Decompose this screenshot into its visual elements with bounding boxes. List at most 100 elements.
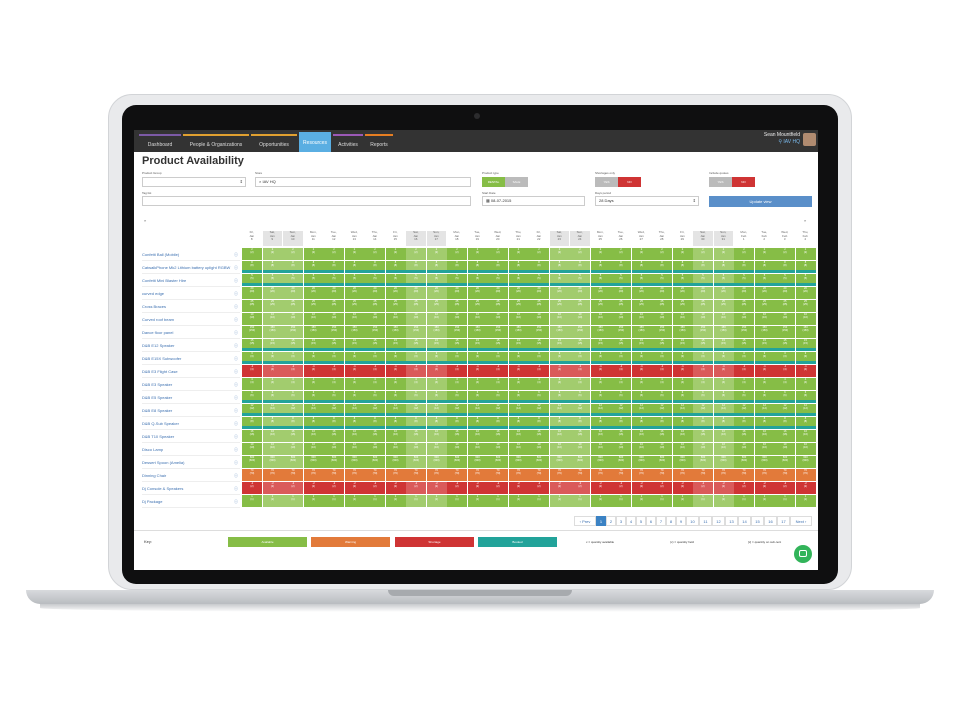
availability-cell[interactable]: 5 (5) [488,274,508,283]
availability-cell[interactable]: -2 (2) [262,482,283,494]
product-name-link[interactable]: Dj Package [142,495,240,508]
availability-cell[interactable]: 10 (10) [324,443,344,455]
availability-cell[interactable]: 8 (8) [693,261,713,270]
availability-cell[interactable]: 20 (20) [303,287,324,299]
shortages-yes-toggle[interactable]: YES [595,177,618,187]
availability-cell[interactable]: 2 (2) [590,248,611,260]
availability-cell[interactable]: 8 (8) [549,261,570,270]
availability-cell[interactable]: -2 (2) [611,482,631,494]
availability-cell[interactable]: 150 (150) [652,326,672,338]
availability-cell[interactable]: 70 (70) [262,469,283,481]
availability-cell[interactable]: 8 (8) [406,417,426,426]
availability-cell[interactable]: 6 (6) [283,391,303,400]
page-button[interactable]: 12 [712,516,725,526]
availability-cell[interactable]: 12 (12) [693,404,713,413]
availability-cell[interactable]: 12 (12) [447,404,467,413]
availability-cell[interactable]: 1 (1) [344,495,365,507]
availability-cell[interactable]: 10 (10) [775,313,795,325]
availability-cell[interactable]: 15 (15) [426,339,447,348]
availability-cell[interactable]: 8 (8) [467,417,488,426]
availability-cell[interactable]: 15 (15) [447,339,467,348]
availability-cell[interactable]: 5 (5) [795,274,816,283]
availability-cell[interactable]: 150 (150) [344,326,365,338]
product-name-link[interactable]: Disco Lamp [142,443,240,456]
availability-cell[interactable]: 5 (5) [365,274,385,283]
availability-cell[interactable]: 25 (25) [590,300,611,312]
availability-cell[interactable]: 8 (8) [693,417,713,426]
info-icon[interactable]: ⓘ [234,330,238,335]
availability-cell[interactable]: 150 (150) [529,326,549,338]
availability-cell[interactable]: 12 (12) [283,404,303,413]
availability-cell[interactable]: -1 (4) [713,365,734,377]
availability-cell[interactable]: 5 (5) [303,274,324,283]
availability-cell[interactable]: 20 (20) [549,287,570,299]
availability-cell[interactable]: 5 (5) [590,274,611,283]
availability-cell[interactable]: 8 (8) [734,261,754,270]
availability-cell[interactable]: -2 (2) [344,482,365,494]
availability-cell[interactable]: 1 (1) [447,495,467,507]
availability-cell[interactable]: 25 (25) [385,300,406,312]
availability-cell[interactable]: 16 (16) [570,430,590,442]
availability-cell[interactable]: 150 (150) [406,326,426,338]
availability-cell[interactable]: 1 (1) [570,495,590,507]
availability-cell[interactable]: 20 (20) [713,287,734,299]
info-icon[interactable]: ⓘ [234,252,238,257]
availability-cell[interactable]: 16 (16) [713,430,734,442]
availability-cell[interactable]: 12 (12) [713,404,734,413]
availability-cell[interactable]: 3 (3) [631,352,652,361]
availability-cell[interactable]: 10 (10) [406,443,426,455]
availability-cell[interactable]: -1 (4) [652,365,672,377]
availability-cell[interactable]: 10 (10) [754,443,775,455]
availability-cell[interactable]: 6 (6) [672,391,693,400]
availability-cell[interactable]: 6 (6) [324,391,344,400]
availability-cell[interactable]: 4 (4) [283,378,303,390]
availability-cell[interactable]: 8 (8) [775,261,795,270]
availability-cell[interactable]: 10 (10) [283,313,303,325]
availability-cell[interactable]: 8 (8) [795,261,816,270]
availability-cell[interactable]: 70 (70) [549,469,570,481]
availability-cell[interactable]: 20 (20) [570,287,590,299]
availability-cell[interactable]: 8 (8) [406,261,426,270]
availability-cell[interactable]: -1 (4) [529,365,549,377]
availability-cell[interactable]: 16 (16) [549,430,570,442]
availability-cell[interactable]: 2 (2) [754,248,775,260]
availability-cell[interactable]: 12 (12) [488,404,508,413]
availability-cell[interactable]: 600 (600) [672,456,693,468]
availability-cell[interactable]: 150 (150) [693,326,713,338]
availability-cell[interactable]: 150 (150) [775,326,795,338]
availability-cell[interactable]: 8 (8) [570,417,590,426]
availability-cell[interactable]: 4 (4) [529,378,549,390]
availability-cell[interactable]: 10 (10) [426,313,447,325]
availability-cell[interactable]: 4 (4) [467,378,488,390]
availability-cell[interactable]: 70 (70) [529,469,549,481]
availability-cell[interactable]: 6 (6) [549,391,570,400]
availability-cell[interactable]: 5 (5) [324,274,344,283]
remove-tag-icon[interactable]: × [259,179,262,184]
availability-cell[interactable]: 70 (70) [672,469,693,481]
availability-cell[interactable]: 1 (1) [754,495,775,507]
availability-cell[interactable]: 8 (8) [324,261,344,270]
availability-cell[interactable]: 8 (8) [713,417,734,426]
availability-cell[interactable]: 8 (8) [631,261,652,270]
availability-cell[interactable]: 10 (10) [344,313,365,325]
availability-cell[interactable]: 15 (15) [652,339,672,348]
availability-cell[interactable]: 10 (10) [590,313,611,325]
availability-cell[interactable]: 10 (10) [734,313,754,325]
availability-cell[interactable]: -2 (2) [590,482,611,494]
availability-cell[interactable]: 16 (16) [631,430,652,442]
availability-cell[interactable]: -1 (4) [262,365,283,377]
availability-cell[interactable]: 600 (600) [242,456,262,468]
product-name-link[interactable]: Dj Console & Speakers [142,482,240,495]
availability-cell[interactable]: 2 (2) [365,248,385,260]
availability-cell[interactable]: 600 (600) [426,456,447,468]
availability-cell[interactable]: 15 (15) [385,339,406,348]
availability-cell[interactable]: 4 (4) [344,378,365,390]
availability-cell[interactable]: 8 (8) [590,261,611,270]
availability-cell[interactable]: 10 (10) [631,443,652,455]
page-button[interactable]: 7 [656,516,666,526]
availability-cell[interactable]: 25 (25) [734,300,754,312]
availability-cell[interactable]: 8 (8) [303,417,324,426]
availability-cell[interactable]: 8 (8) [652,261,672,270]
availability-cell[interactable]: 70 (70) [324,469,344,481]
availability-cell[interactable]: 25 (25) [570,300,590,312]
